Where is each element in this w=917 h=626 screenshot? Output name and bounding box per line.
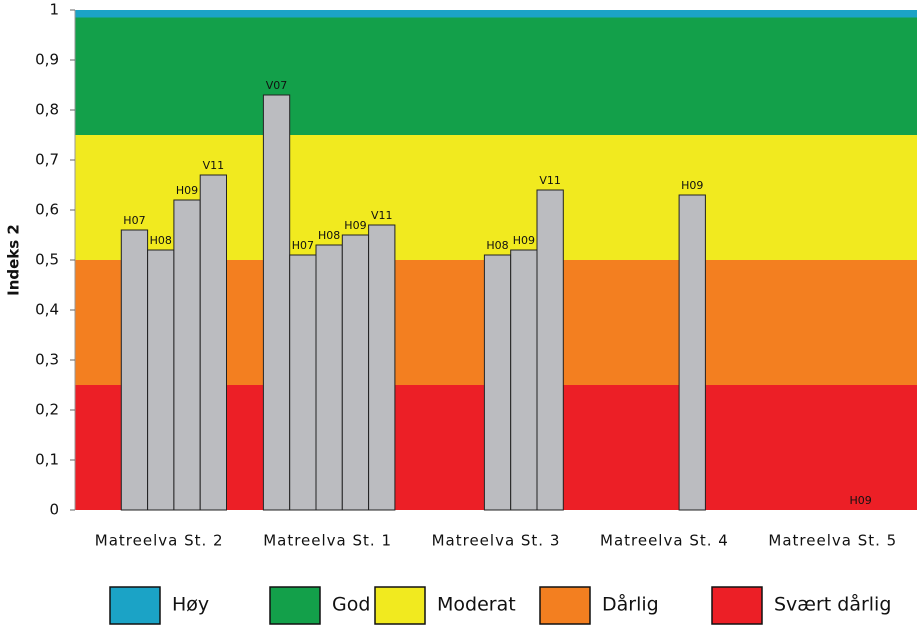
bar [536, 189, 564, 511]
x-tick-label: Matreelva St. 2 [95, 532, 224, 550]
legend-label: Høy [172, 594, 209, 616]
y-axis-label: Indeks 2 [5, 224, 23, 296]
y-tick-label: 0,7 [35, 151, 59, 169]
bar [199, 174, 227, 511]
bar [483, 254, 512, 511]
y-tick-label: 0,9 [35, 51, 59, 69]
x-tick-label: Matreelva St. 4 [600, 532, 729, 550]
bar-label: H09 [681, 179, 703, 192]
legend-swatch [109, 586, 161, 625]
legend-swatch [711, 586, 763, 625]
y-tick-label: 0 [49, 501, 59, 519]
legend-label: Moderat [437, 594, 516, 616]
bar-label: V11 [203, 159, 225, 172]
bar-label: V11 [371, 209, 393, 222]
bar-label: H07 [292, 239, 314, 252]
y-tick-label: 0,3 [35, 351, 59, 369]
x-tick-label: Matreelva St. 5 [768, 532, 897, 550]
legend-swatch [539, 586, 591, 625]
bar [173, 199, 201, 511]
bar-label: H09 [850, 494, 872, 507]
bar [147, 249, 175, 511]
bar [678, 194, 706, 511]
bar-label: H08 [150, 234, 172, 247]
x-tick-label: Matreelva St. 1 [263, 532, 392, 550]
y-tick-label: 1 [49, 1, 59, 19]
bar-label: H09 [176, 184, 198, 197]
y-tick-label: 0,8 [35, 101, 59, 119]
bar-label: H09 [513, 234, 535, 247]
class-band [75, 17, 917, 135]
bar-label: V07 [266, 79, 288, 92]
class-band [75, 10, 917, 18]
bar [315, 244, 343, 511]
bar [510, 249, 538, 511]
y-tick-label: 0,4 [35, 301, 59, 319]
y-tick-label: 0,2 [35, 401, 59, 419]
bar-label: H08 [318, 229, 340, 242]
legend-label: Svært dårlig [774, 593, 891, 616]
bar [341, 234, 370, 511]
bar-label: V11 [539, 174, 561, 187]
bar-label: H09 [344, 219, 366, 232]
y-tick-label: 0,6 [35, 201, 59, 219]
bar [262, 94, 291, 511]
y-tick-label: 0,5 [35, 251, 59, 269]
bar [120, 229, 149, 511]
y-tick-label: 0,1 [35, 451, 59, 469]
legend-swatch [269, 586, 321, 625]
legend-label: God [332, 594, 370, 616]
bar [289, 254, 317, 511]
bar-label: H07 [123, 214, 145, 227]
bar [368, 224, 396, 511]
bar-label: H08 [486, 239, 508, 252]
legend-label: Dårlig [602, 593, 659, 616]
x-tick-label: Matreelva St. 3 [432, 532, 561, 550]
legend-swatch [374, 586, 426, 625]
